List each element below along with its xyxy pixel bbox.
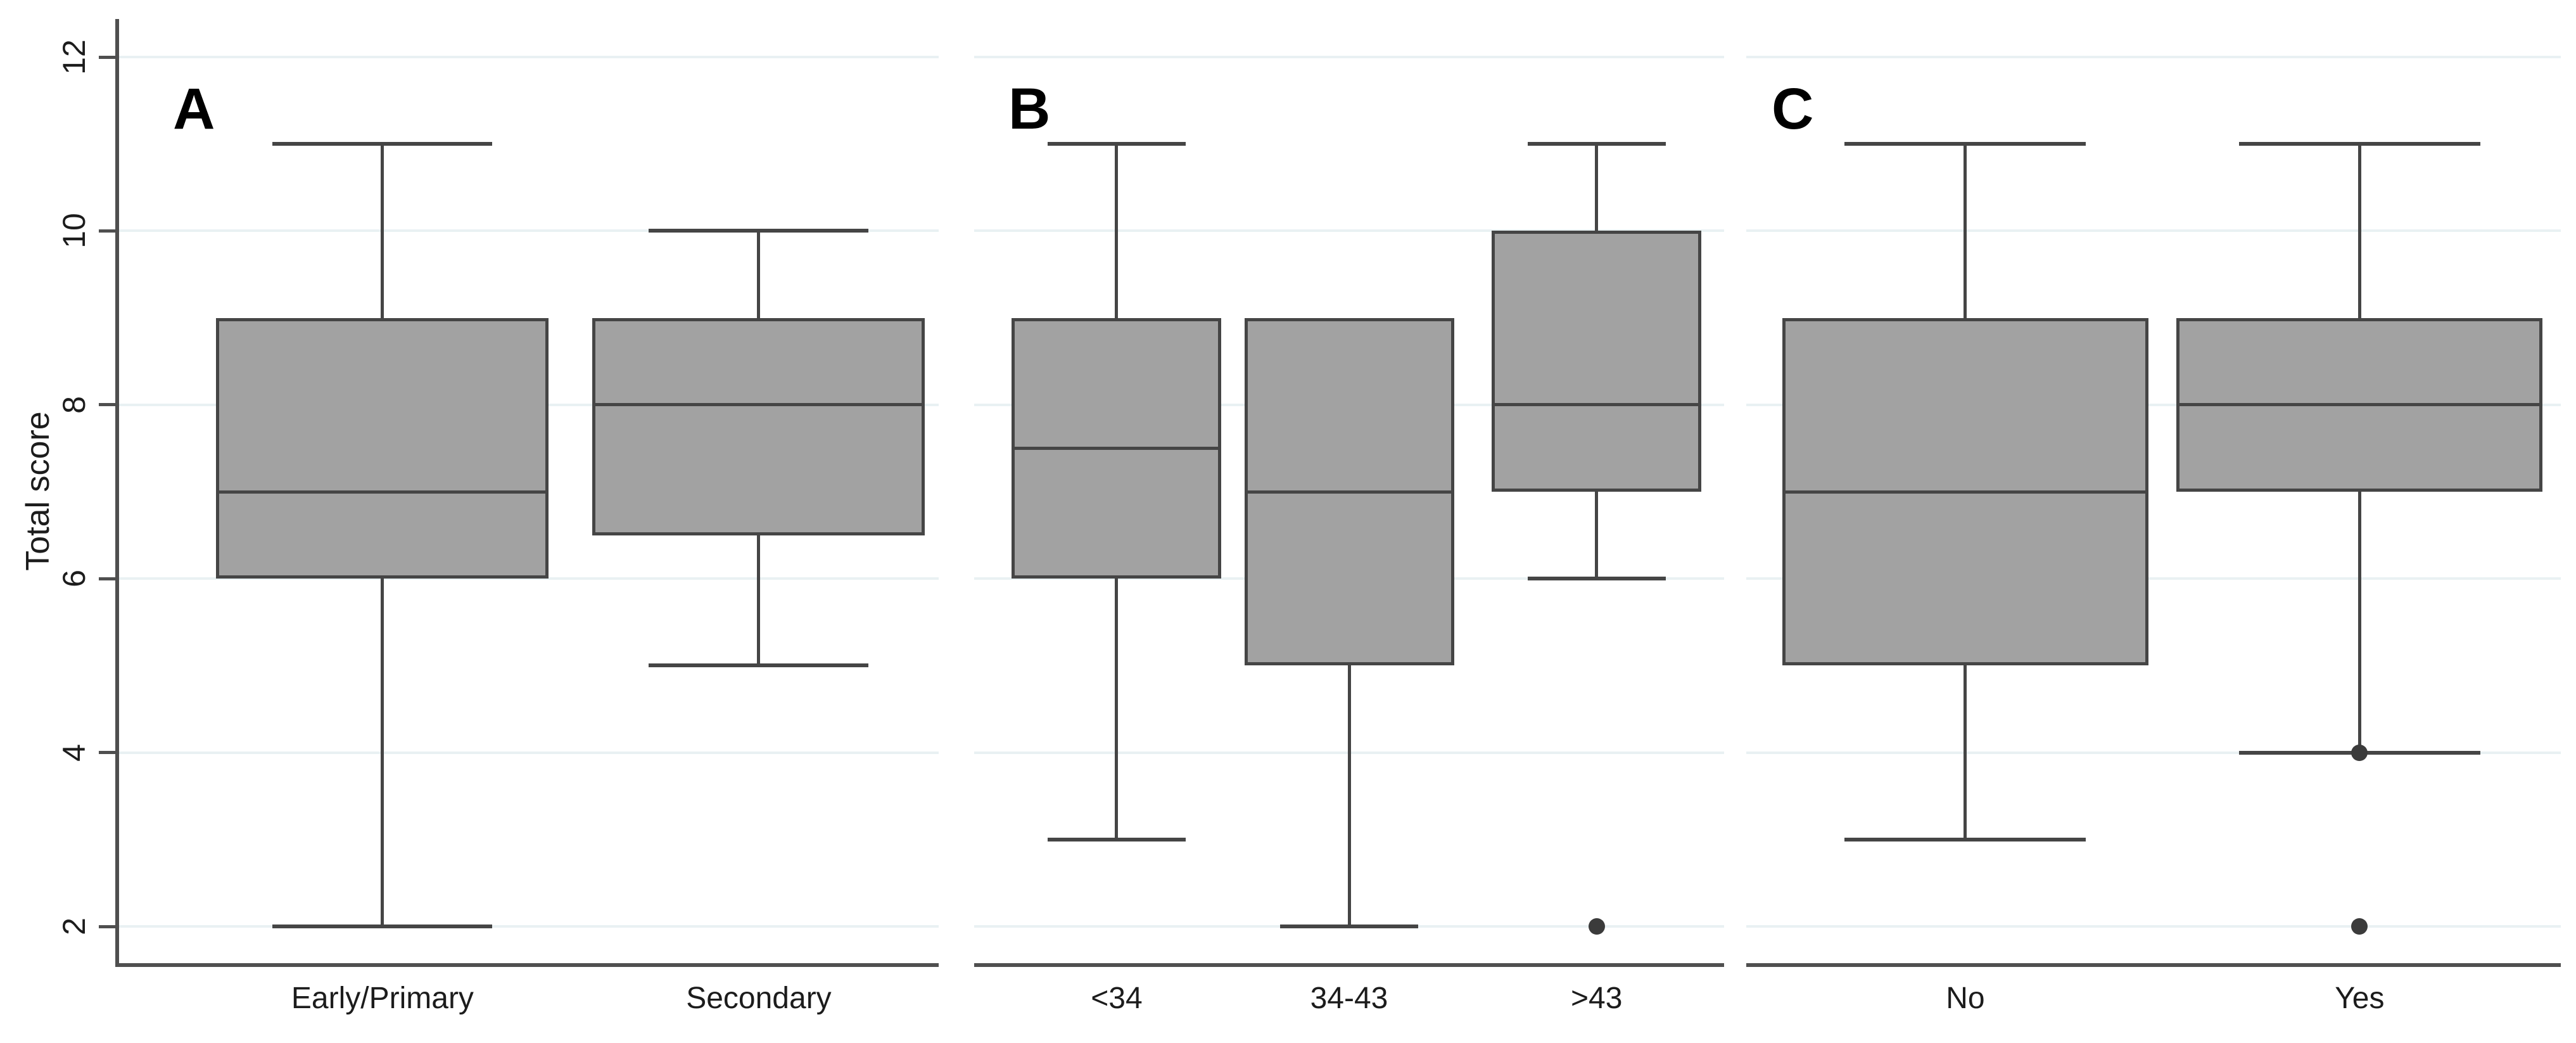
x-axis-line [1746,963,2561,967]
whisker-cap-upper-yes [2238,142,2480,146]
gridline [1746,577,2561,580]
panel-label: B [1008,77,1051,141]
box-rect-43 [1492,231,1702,492]
y-axis-title: Total score [20,411,56,571]
x-category-label-34: <34 [1091,982,1143,1015]
gridline [117,925,939,928]
whisker-cap-upper-34 [1047,142,1186,146]
whisker-cap-lower-early-primary [272,925,493,928]
whisker-cap-upper-no [1844,142,2086,146]
y-tick-label: 10 [56,213,92,249]
median-line-no [1782,490,2148,494]
whisker-line-upper-34 [1115,144,1119,318]
y-tick [99,229,117,233]
whisker-line-lower-early-primary [381,579,384,926]
y-tick [99,55,117,59]
whisker-line-upper-no [1964,144,1967,318]
gridline [1746,229,2561,233]
x-category-label-early-primary: Early/Primary [291,982,474,1015]
gridline [1746,403,2561,406]
gridline [1746,56,2561,58]
y-tick [99,403,117,407]
whisker-line-lower-34 [1115,579,1119,840]
box-rect-early-primary [216,317,549,579]
y-tick-label: 4 [56,743,92,762]
median-line-yes [2176,403,2543,407]
gridline [974,229,1724,233]
box-rect-secondary [592,317,925,535]
whisker-line-lower-yes [2357,492,2361,753]
whisker-line-lower-secondary [757,535,761,666]
median-line-secondary [592,403,925,407]
whisker-cap-lower-34-43 [1280,925,1418,928]
gridline [1746,751,2561,754]
y-tick [99,751,117,755]
whisker-line-upper-43 [1595,144,1599,231]
outlier-dot-yes [2351,744,2368,761]
whisker-line-lower-no [1964,665,1967,840]
whisker-line-lower-34-43 [1347,665,1351,926]
whisker-cap-upper-secondary [649,229,869,233]
y-axis-line [115,19,119,967]
gridline [974,56,1724,58]
gridline [117,56,939,58]
y-tick [99,577,117,580]
panel-label: C [1772,77,1814,141]
x-axis-line [117,963,939,967]
x-category-label-secondary: Secondary [686,982,832,1015]
whisker-cap-lower-43 [1527,577,1666,581]
y-tick-label: 6 [56,570,92,588]
whisker-line-lower-43 [1595,492,1599,579]
outlier-dot-43 [1588,918,1605,935]
x-category-label-no: No [1946,982,1985,1015]
y-tick-label: 12 [56,39,92,75]
x-category-label-43: >43 [1571,982,1623,1015]
y-tick-label: 8 [56,395,92,414]
panel-label: A [173,77,215,141]
panel-b: B <34 34-43 >43 [974,0,1724,1043]
whisker-cap-upper-early-primary [272,142,493,146]
median-line-43 [1492,403,1702,407]
panel-c: C No Yes [1746,0,2561,1043]
median-line-34-43 [1244,490,1454,494]
gridline [1746,925,2561,928]
panel-a: A Early/Primary Secondary [117,0,939,1043]
median-line-early-primary [216,490,549,494]
whisker-cap-lower-no [1844,837,2086,841]
y-tick-label: 2 [56,918,92,935]
gridline [117,751,939,754]
whisker-line-upper-yes [2357,144,2361,318]
whisker-cap-upper-43 [1527,142,1666,146]
x-category-label-yes: Yes [2335,982,2385,1015]
whisker-line-upper-early-primary [381,144,384,318]
gridline [117,577,939,580]
whisker-cap-lower-34 [1047,837,1186,841]
gridline [117,229,939,233]
x-axis-line [974,963,1724,967]
outlier-dot-yes [2351,918,2368,935]
x-category-label-34-43: 34-43 [1310,982,1388,1015]
y-tick [99,925,117,928]
whisker-line-upper-secondary [757,231,761,318]
whisker-cap-lower-secondary [649,663,869,668]
median-line-34 [1012,446,1222,450]
